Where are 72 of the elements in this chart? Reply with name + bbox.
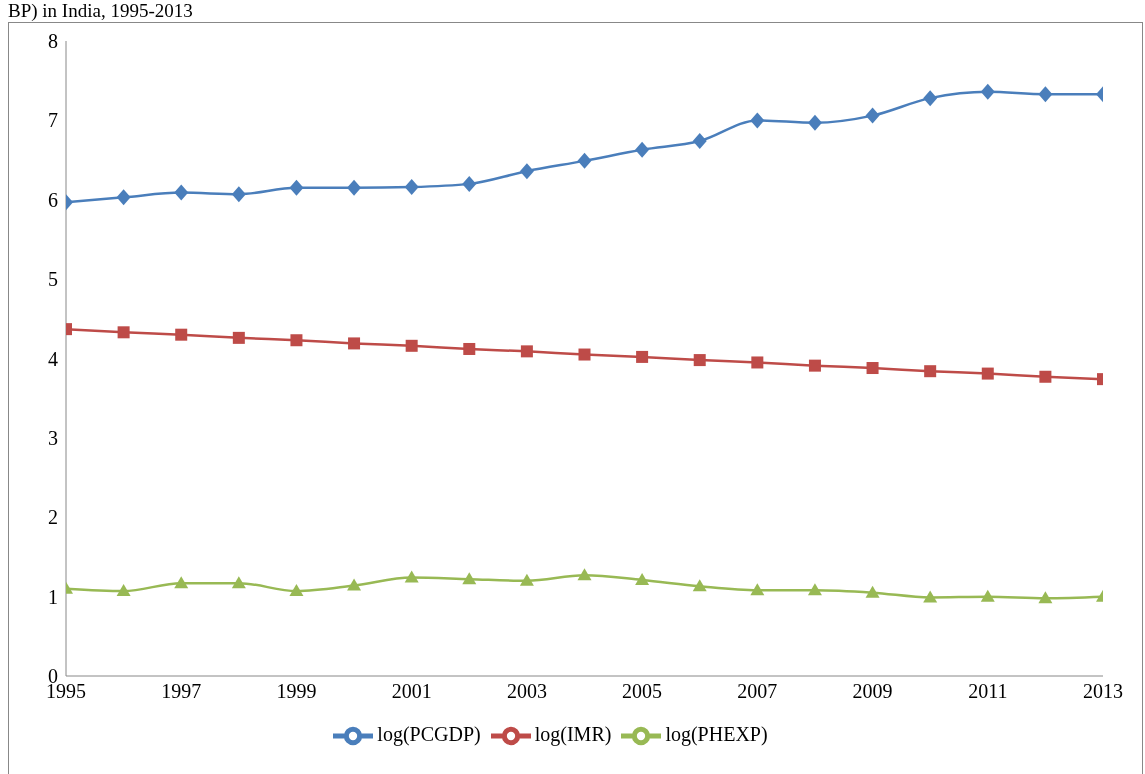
- point: [463, 342, 476, 355]
- legend-label: log(PCGDP): [377, 722, 481, 745]
- point: [231, 576, 246, 589]
- point: [116, 584, 131, 597]
- x-tick-label: 1997: [161, 680, 202, 703]
- point: [923, 90, 938, 107]
- point: [289, 179, 304, 196]
- point: [635, 141, 650, 158]
- x-tick-label: 2009: [852, 680, 893, 703]
- point: [348, 337, 361, 350]
- point: [174, 576, 189, 589]
- point: [923, 590, 938, 603]
- point: [577, 152, 592, 169]
- point: [232, 331, 245, 344]
- y-tick-label: 2: [48, 506, 58, 529]
- point: [865, 585, 880, 598]
- x-tick-label: 1999: [276, 680, 317, 703]
- point: [405, 339, 418, 352]
- chart-title: BP) in India, 1995-2013: [8, 0, 193, 22]
- point: [1039, 370, 1052, 383]
- point: [807, 583, 822, 596]
- point: [808, 359, 821, 372]
- point: [635, 572, 650, 585]
- point: [866, 362, 879, 375]
- point: [347, 578, 362, 591]
- x-tick-label: 2011: [968, 680, 1008, 703]
- point: [981, 367, 994, 380]
- point: [578, 348, 591, 361]
- point: [117, 326, 130, 339]
- x-tick-label: 2013: [1083, 680, 1123, 703]
- point: [404, 570, 419, 583]
- point: [750, 583, 765, 596]
- point: [1038, 86, 1053, 103]
- point: [231, 186, 246, 203]
- point: [693, 354, 706, 367]
- legend-label: log(IMR): [534, 722, 612, 745]
- point: [174, 184, 189, 201]
- point: [865, 107, 880, 124]
- x-tick-label: 2003: [506, 680, 547, 703]
- point: [462, 572, 477, 585]
- y-tick-label: 3: [48, 426, 58, 449]
- x-tick-label: 2001: [391, 680, 432, 703]
- y-tick-label: 1: [48, 585, 58, 608]
- point: [636, 350, 649, 363]
- y-tick-label: 8: [48, 30, 58, 53]
- y-tick-label: 4: [48, 347, 58, 370]
- y-tick-label: 7: [48, 109, 58, 132]
- point: [751, 356, 764, 369]
- point: [980, 589, 995, 602]
- point: [924, 365, 937, 378]
- point: [807, 114, 822, 131]
- point: [519, 573, 534, 586]
- point: [462, 175, 477, 192]
- point: [116, 189, 131, 206]
- point: [692, 133, 707, 150]
- x-tick-label: 2005: [622, 680, 663, 703]
- point: [980, 83, 995, 100]
- point: [692, 579, 707, 592]
- point: [750, 112, 765, 129]
- point: [1038, 591, 1053, 604]
- point: [347, 179, 362, 196]
- point: [577, 568, 592, 581]
- point: [404, 179, 419, 196]
- point: [519, 163, 534, 180]
- legend-label: log(PHEXP): [665, 722, 768, 745]
- point: [520, 345, 533, 358]
- point: [290, 334, 303, 347]
- point: [289, 584, 304, 597]
- point: [175, 328, 188, 341]
- x-tick-label: 2007: [737, 680, 778, 703]
- y-tick-label: 5: [48, 268, 58, 291]
- y-tick-label: 6: [48, 188, 58, 211]
